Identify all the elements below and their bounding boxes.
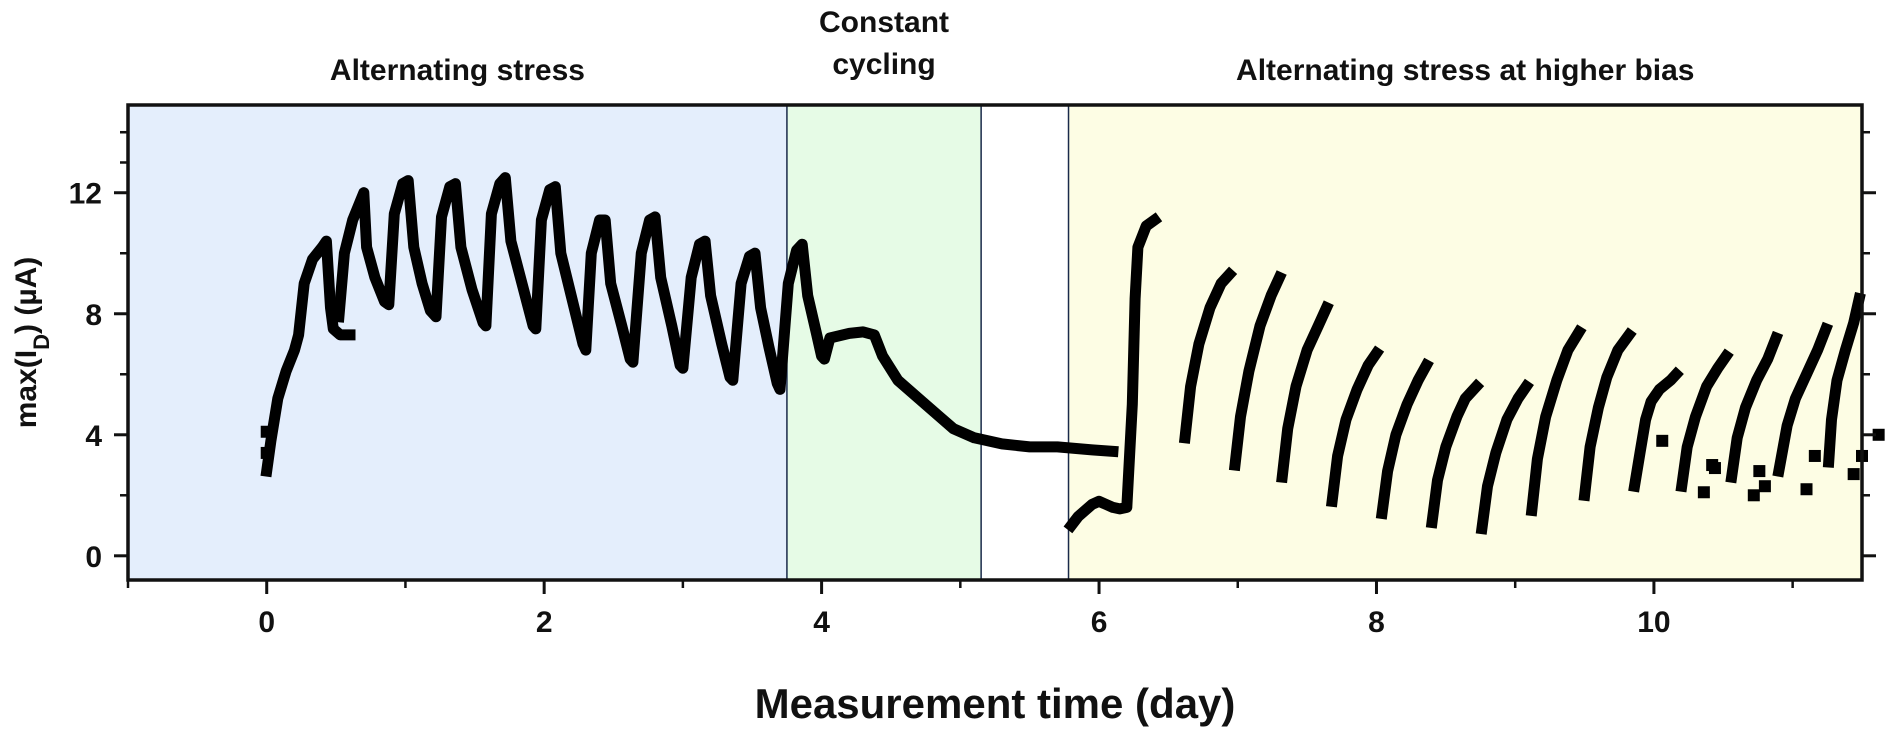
x-tick-label-0: 0: [258, 606, 275, 639]
x-tick-label-4: 4: [813, 606, 830, 639]
series-segment-10: [1475, 378, 1534, 535]
series-segment-14: [1675, 348, 1734, 493]
data-point-14: [1758, 480, 1771, 493]
series-segment-13: [1628, 366, 1684, 493]
region-labels: Alternating stress Constant cycling Alterna…: [330, 6, 1695, 87]
data-point-1: [260, 446, 273, 459]
series-segment-2: [332, 172, 1119, 458]
data-point-12: [1872, 428, 1885, 441]
background-regions: [128, 105, 1862, 580]
x-tick-label-10: 10: [1637, 606, 1670, 639]
region-label-1: Alternating stress: [330, 54, 585, 87]
data-point-6: [1747, 489, 1760, 502]
y-tick-label-0: 0: [85, 541, 102, 574]
data-point-13: [1708, 462, 1721, 475]
series-layer: [260, 172, 1885, 535]
series-segment-9: [1425, 378, 1485, 529]
data-point-2: [260, 425, 273, 438]
series-segment-6: [1276, 300, 1334, 484]
y-tick-label-8: 8: [85, 299, 102, 332]
series-segment-8: [1375, 357, 1434, 520]
series-segment-16: [1772, 321, 1834, 478]
series-segment-5: [1228, 270, 1287, 472]
x-tick-label-6: 6: [1091, 606, 1108, 639]
y-tick-label-4: 4: [85, 420, 102, 453]
region-label-3: Alternating stress at higher bias: [1236, 54, 1694, 87]
data-point-7: [1753, 465, 1766, 478]
region-label-2: Constant cycling: [819, 6, 949, 81]
data-point-10: [1847, 468, 1860, 481]
series-segment-1: [260, 235, 356, 478]
region-3: [1068, 105, 1862, 580]
y-tick-label-12: 12: [69, 178, 102, 211]
plot-frame: [126, 103, 1864, 582]
series-segment-15: [1725, 330, 1784, 484]
series-segment-17: [1822, 292, 1866, 468]
y-axis-title: max(ID) (µA): [10, 257, 54, 429]
y-axis-title-subscript: D: [29, 334, 54, 350]
y-axis-title-suffix: ) (µA): [10, 257, 43, 334]
data-point-9: [1808, 449, 1821, 462]
x-tick-label-2: 2: [536, 606, 553, 639]
y-axis: 0 4 8 12: [69, 130, 1876, 574]
x-tick-label-8: 8: [1368, 606, 1385, 639]
x-axis: 0 2 4 6 8 10: [126, 580, 1794, 639]
series-segment-12: [1578, 327, 1637, 502]
series-segment-4: [1178, 266, 1238, 444]
x-axis-title: Measurement time (day): [755, 680, 1236, 727]
series-segment-11: [1525, 324, 1587, 517]
data-point-3: [1656, 434, 1669, 447]
data-point-8: [1800, 483, 1813, 496]
data-point-4: [1697, 486, 1710, 499]
y-axis-title-prefix: max(I: [10, 350, 43, 428]
series-segment-7: [1325, 345, 1385, 508]
series-segment-3: [1063, 212, 1163, 534]
